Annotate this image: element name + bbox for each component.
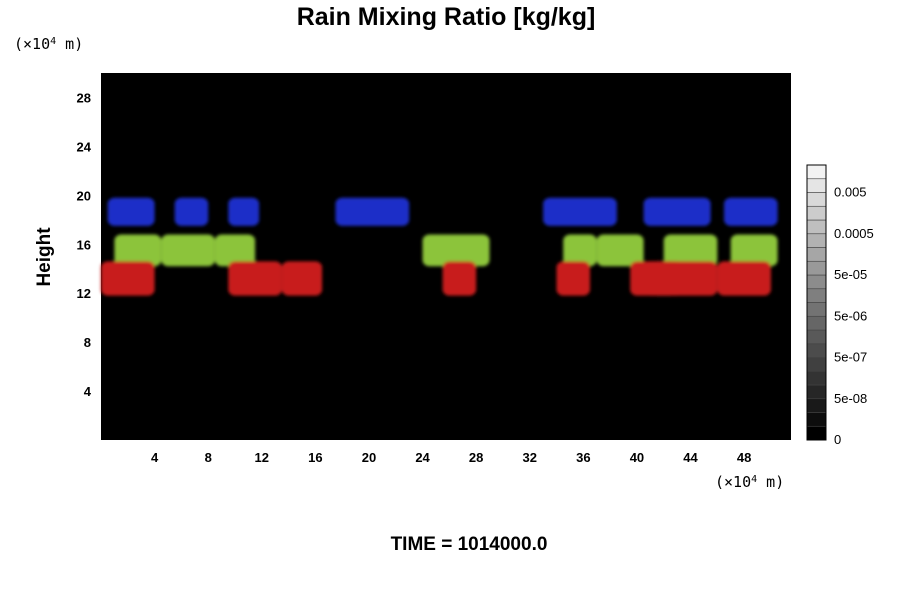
- rain-region-blue-6: [724, 197, 778, 226]
- x-tick-label: 28: [469, 450, 483, 465]
- time-label: TIME = 1014000.0: [391, 534, 548, 555]
- x-tick-label: 8: [205, 450, 212, 465]
- colorbar-level: [806, 329, 827, 345]
- colorbar-level: [806, 178, 827, 193]
- y-tick-label: 8: [84, 335, 91, 350]
- y-axis-ticks: 4 8 12 16 20 24 28: [77, 90, 92, 399]
- colorbar-tick-label: 0.005: [834, 185, 867, 200]
- rain-region-green-2: [214, 234, 256, 267]
- x-tick-label: 24: [415, 450, 430, 465]
- colorbar-level: [806, 384, 827, 400]
- x-axis-unit: (×104 m): [715, 473, 784, 491]
- y-tick-label: 20: [77, 188, 91, 203]
- rain-region-blue-4: [543, 197, 617, 226]
- rain-region-green-0: [114, 234, 162, 267]
- colorbar-tick-label: 5e-08: [834, 391, 867, 406]
- colorbar-level: [806, 260, 827, 276]
- chart-title: Rain Mixing Ratio [kg/kg]: [297, 3, 596, 31]
- rain-regions: [101, 197, 778, 296]
- colorbar-level: [806, 288, 827, 303]
- x-tick-label: 48: [737, 450, 751, 465]
- colorbar-level: [806, 302, 827, 317]
- colorbar-level: [806, 425, 827, 441]
- rain-region-red-7: [717, 261, 771, 296]
- y-tick-label: 16: [77, 237, 91, 252]
- x-tick-label: 20: [362, 450, 376, 465]
- colorbar-level: [806, 233, 827, 248]
- rain-region-blue-1: [174, 197, 209, 226]
- rain-region-green-4: [563, 234, 597, 267]
- colorbar-tick-label: 5e-05: [834, 267, 867, 282]
- colorbar-level: [806, 315, 827, 331]
- rain-region-green-1: [161, 234, 215, 267]
- rain-region-red-3: [442, 261, 477, 296]
- colorbar-level: [806, 412, 827, 427]
- x-tick-label: 4: [151, 450, 159, 465]
- rain-region-green-5: [596, 234, 644, 267]
- colorbar-level: [806, 192, 827, 207]
- x-tick-label: 32: [523, 450, 537, 465]
- rain-region-red-1: [228, 261, 282, 296]
- colorbar-level: [806, 274, 827, 290]
- x-tick-label: 40: [630, 450, 644, 465]
- rain-region-green-6: [663, 234, 718, 267]
- colorbar-tick-label: 0: [834, 432, 841, 447]
- rain-region-red-0: [101, 261, 155, 296]
- colorbar-frame: [806, 164, 827, 441]
- colorbar-tick-label: 0.0005: [834, 226, 874, 241]
- colorbar-level: [806, 398, 827, 413]
- y-tick-label: 28: [77, 90, 91, 105]
- colorbar-level: [806, 205, 827, 221]
- x-tick-label: 44: [683, 450, 698, 465]
- rain-region-red-2: [281, 261, 323, 296]
- rain-region-blue-3: [335, 197, 410, 226]
- rain-region-red-4: [556, 261, 591, 296]
- rain-region-red-8: [643, 261, 684, 296]
- rain-region-green-3: [422, 234, 490, 267]
- x-tick-label: 12: [255, 450, 269, 465]
- colorbar-level: [806, 370, 827, 386]
- rain-region-green-7: [730, 234, 778, 267]
- x-tick-label: 16: [308, 450, 322, 465]
- rain-region-blue-2: [228, 197, 260, 226]
- plot-area: [101, 73, 791, 440]
- colorbar: 0 5e-08 5e-07 5e-06 5e-05 0.0005 0.005: [806, 164, 874, 447]
- y-axis-label: Height: [34, 227, 55, 287]
- colorbar-level: [806, 343, 827, 358]
- y-tick-label: 12: [77, 286, 91, 301]
- x-tick-label: 36: [576, 450, 590, 465]
- colorbar-level: [806, 357, 827, 372]
- colorbar-tick-label: 5e-07: [834, 350, 867, 365]
- colorbar-tick-label: 5e-06: [834, 308, 867, 323]
- y-axis-unit: (×104 m): [14, 35, 83, 53]
- rain-region-blue-5: [643, 197, 711, 226]
- x-axis-ticks: 4 8 12 16 20 24 28 32 36 40 44 48: [151, 450, 751, 465]
- y-tick-label: 24: [77, 139, 92, 154]
- colorbar-level: [806, 247, 827, 262]
- rain-region-blue-0: [107, 197, 155, 226]
- colorbar-level: [806, 164, 827, 180]
- y-tick-label: 4: [84, 384, 92, 399]
- colorbar-level: [806, 219, 827, 235]
